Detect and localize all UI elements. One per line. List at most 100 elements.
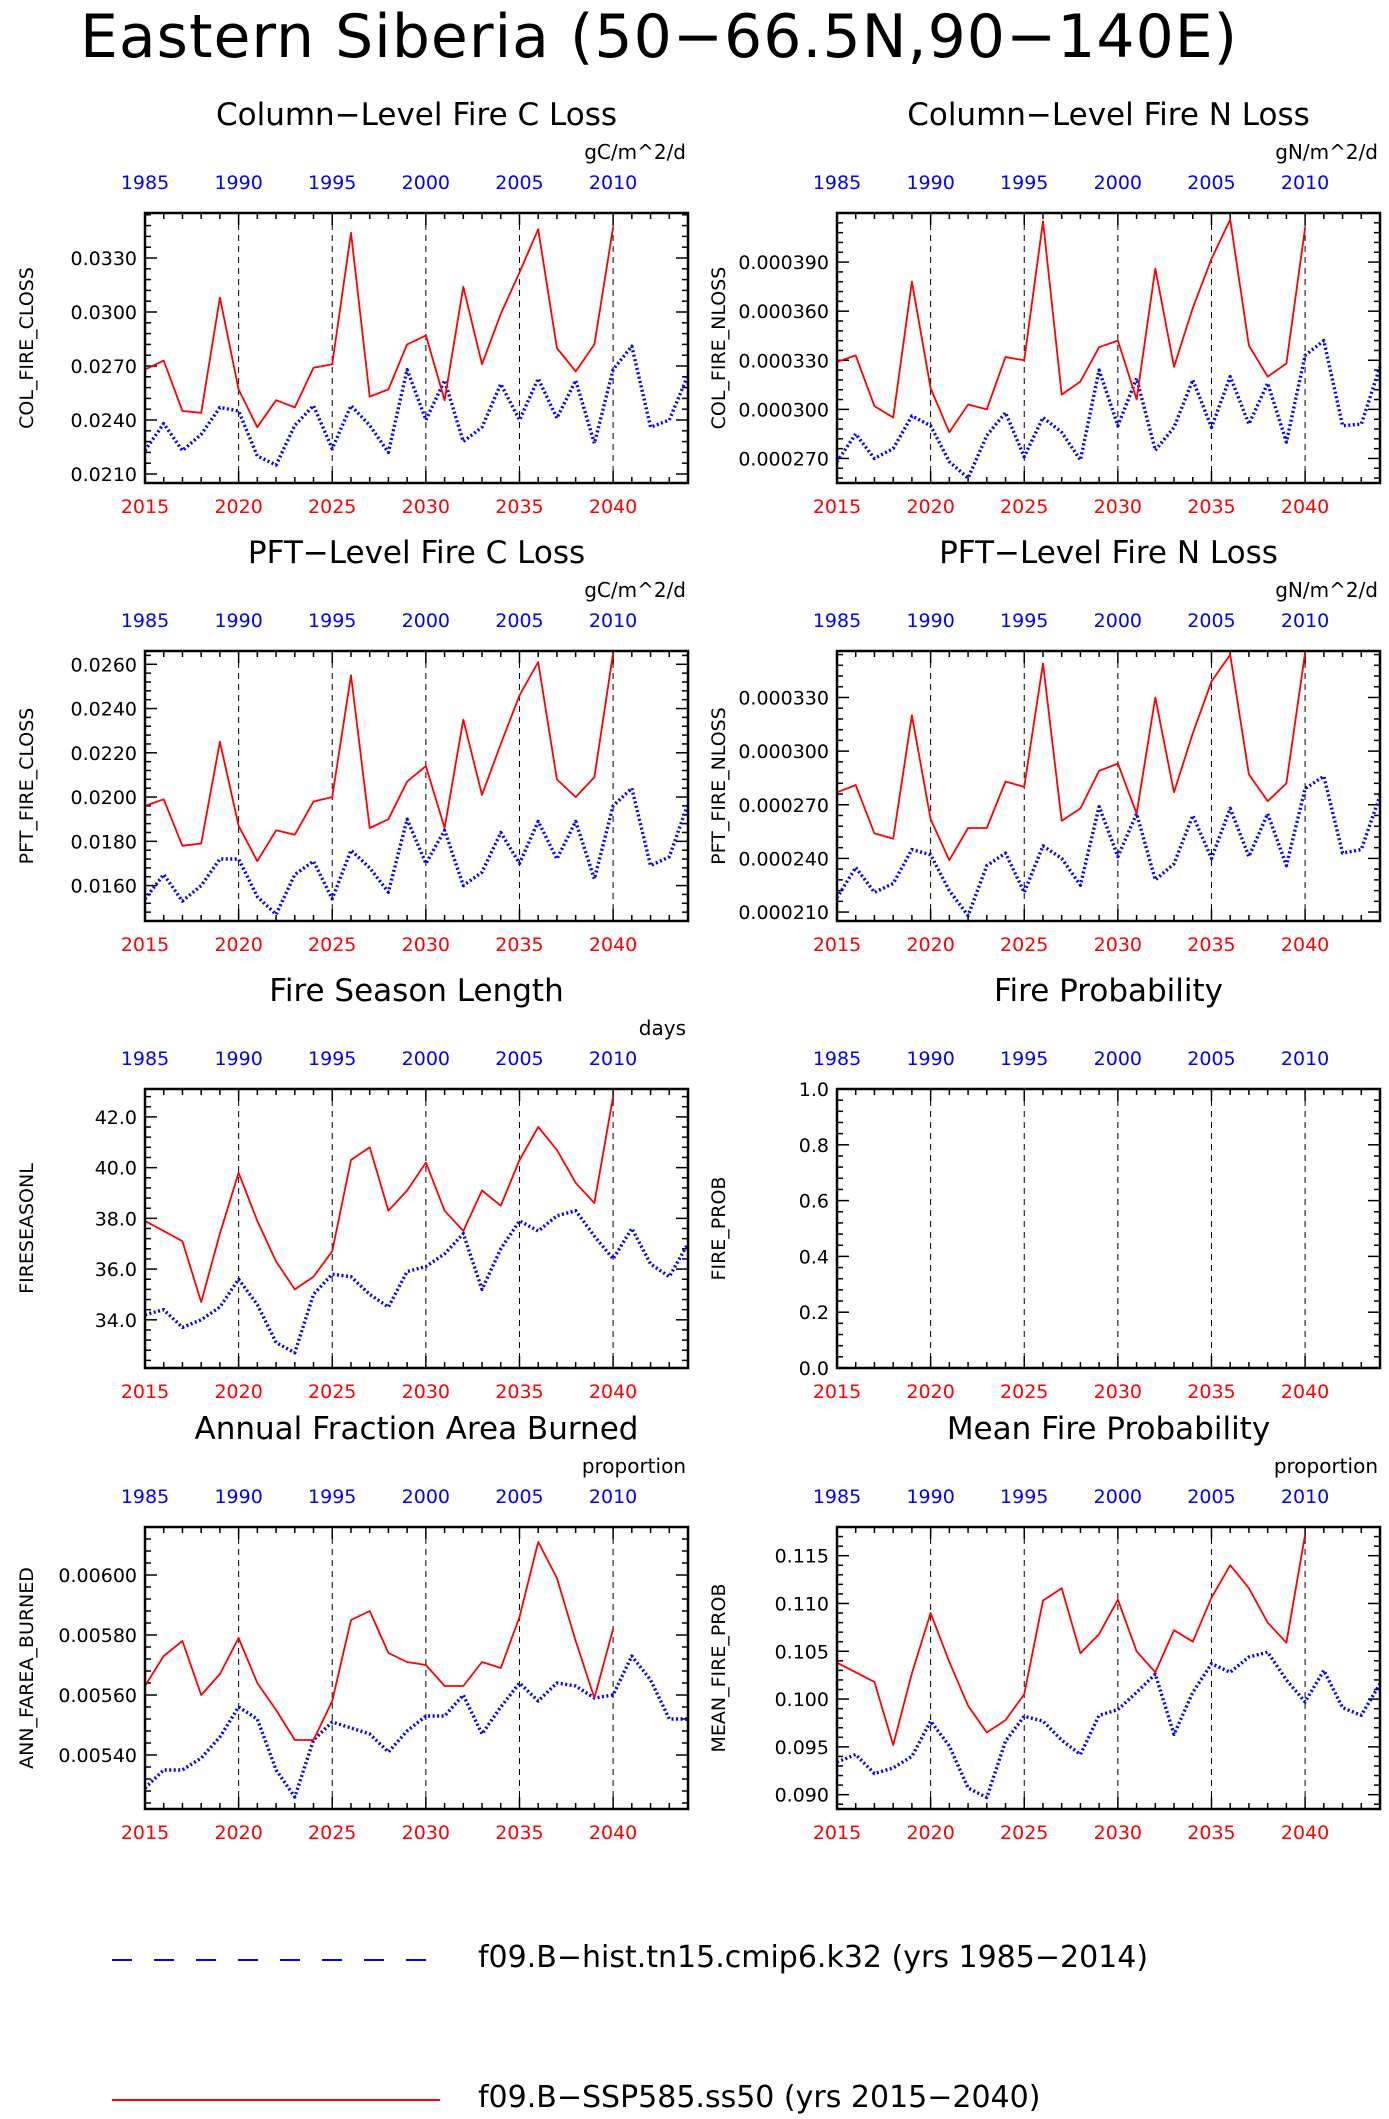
panel-7-title: Annual Fraction Area Burned	[195, 1411, 639, 1447]
panel-6-xlabel-bottom-2020: 2020	[906, 1381, 954, 1403]
panel-2-ylabel-tick: 0.000270	[738, 448, 829, 470]
panel-5-xlabel-bottom-2025: 2025	[308, 1381, 356, 1403]
panel-2-xlabel-top-1990: 1990	[906, 172, 954, 194]
panel-2-xlabel-top-2010: 2010	[1281, 172, 1329, 194]
panel-5-series-ssp	[144, 1096, 614, 1303]
panel-3-frame	[143, 649, 690, 923]
panel-2-xlabel-top-1995: 1995	[1000, 172, 1048, 194]
panel-7-ylabel-tick: 0.00600	[58, 1565, 137, 1587]
panel-4-ylabel-tick: 0.000300	[738, 741, 829, 763]
panel-6-ylabel: FIRE_PROB	[708, 1177, 730, 1281]
panel-3-xlabel-top-1985: 1985	[121, 610, 169, 632]
panel-6-xlabel-top-2000: 2000	[1094, 1048, 1142, 1070]
panel-7-xlabel-bottom-2035: 2035	[495, 1822, 543, 1844]
panel-1-units: gC/m^2/d	[584, 140, 686, 164]
panel-3-xlabel-top-2010: 2010	[589, 610, 637, 632]
panel-3-xlabel-bottom-2015: 2015	[121, 934, 169, 956]
panel-5-frame	[143, 1087, 690, 1370]
panel-8-xlabel-top-1990: 1990	[906, 1486, 954, 1508]
panel-8-ylabel-tick: 0.110	[775, 1593, 829, 1615]
panel-4-xlabel-top-2000: 2000	[1094, 610, 1142, 632]
panel-8-ylabel: MEAN_FIRE_PROB	[708, 1584, 730, 1753]
panel-4-ylabel-tick: 0.000240	[738, 848, 829, 870]
panel-4-ylabel-tick: 0.000210	[738, 902, 829, 924]
panel-4-xlabel-bottom-2015: 2015	[813, 934, 861, 956]
panel-1-xlabel-top-2010: 2010	[589, 172, 637, 194]
panel-7-xlabel-top-1990: 1990	[214, 1486, 262, 1508]
panel-2-xlabel-bottom-2015: 2015	[813, 496, 861, 518]
panel-5-xlabel-top-2000: 2000	[402, 1048, 450, 1070]
panel-6-xlabel-top-1990: 1990	[906, 1048, 954, 1070]
panel-3-xlabel-bottom-2025: 2025	[308, 934, 356, 956]
panel-5-xlabel-top-1985: 1985	[121, 1048, 169, 1070]
legend-hist-label: f09.B−hist.tn15.cmip6.k32 (yrs 1985−2014…	[478, 1940, 1149, 1975]
panel-8-xlabel-top-1995: 1995	[1000, 1486, 1048, 1508]
panel-7-series-hist	[143, 1654, 688, 1799]
panel-5-units: days	[639, 1016, 686, 1040]
panel-8-title: Mean Fire Probability	[947, 1411, 1270, 1447]
panel-5-xlabel-bottom-2015: 2015	[121, 1381, 169, 1403]
panel-2-ylabel-tick: 0.000330	[738, 350, 829, 372]
panel-7-xlabel-top-1995: 1995	[308, 1486, 356, 1508]
panel-4-xlabel-bottom-2025: 2025	[1000, 934, 1048, 956]
panel-3-xlabel-bottom-2030: 2030	[402, 934, 450, 956]
panel-1-xlabel-bottom-2015: 2015	[121, 496, 169, 518]
panel-7-frame	[143, 1525, 690, 1811]
panel-4-xlabel-bottom-2020: 2020	[906, 934, 954, 956]
panel-7-xlabel-bottom-2025: 2025	[308, 1822, 356, 1844]
panel-2-xlabel-bottom-2030: 2030	[1094, 496, 1142, 518]
panel-8-xlabel-bottom-2020: 2020	[906, 1822, 954, 1844]
panel-1-xlabel-bottom-2030: 2030	[402, 496, 450, 518]
panel-3-ylabel-tick: 0.0180	[71, 831, 137, 853]
panel-6-frame	[835, 1087, 1382, 1370]
panel-7-xlabel-bottom-2040: 2040	[589, 1822, 637, 1844]
panel-6-xlabel-bottom-2035: 2035	[1187, 1381, 1235, 1403]
panel-5-xlabel-bottom-2035: 2035	[495, 1381, 543, 1403]
panel-5-ylabel-tick: 34.0	[95, 1310, 137, 1332]
panel-8-xlabel-bottom-2040: 2040	[1281, 1822, 1329, 1844]
panel-2-xlabel-bottom-2040: 2040	[1281, 496, 1329, 518]
panel-1-xlabel-top-2005: 2005	[495, 172, 543, 194]
panel-6-ylabel-tick: 0.6	[799, 1191, 829, 1213]
panel-3-xlabel-top-1995: 1995	[308, 610, 356, 632]
panel-1-ylabel-tick: 0.0240	[71, 410, 137, 432]
panel-2-xlabel-top-2000: 2000	[1094, 172, 1142, 194]
panel-2-xlabel-bottom-2035: 2035	[1187, 496, 1235, 518]
panel-8-xlabel-bottom-2030: 2030	[1094, 1822, 1142, 1844]
panel-2-xlabel-top-2005: 2005	[1187, 172, 1235, 194]
panel-3-series-hist	[143, 786, 690, 917]
panel-1-series-hist	[143, 344, 690, 467]
panel-8-frame	[835, 1525, 1382, 1811]
panel-4-series-ssp	[836, 652, 1306, 862]
panel-8-units: proportion	[1274, 1454, 1378, 1478]
panel-5-xlabel-bottom-2030: 2030	[402, 1381, 450, 1403]
panel-1-ylabel-tick: 0.0270	[71, 356, 137, 378]
panel-3-title: PFT−Level Fire C Loss	[248, 535, 585, 571]
panel-5-ylabel-tick: 42.0	[95, 1107, 137, 1129]
panel-1-ylabel-tick: 0.0210	[71, 464, 137, 486]
panel-2-ylabel-tick: 0.000360	[738, 301, 829, 323]
panel-8-series-hist	[836, 1650, 1382, 1800]
panel-3-series-ssp	[144, 653, 614, 863]
panel-7-xlabel-top-2000: 2000	[402, 1486, 450, 1508]
panel-2-xlabel-bottom-2020: 2020	[906, 496, 954, 518]
panel-2-frame	[835, 211, 1382, 485]
panel-2-title: Column−Level Fire N Loss	[907, 97, 1310, 133]
panel-3-xlabel-bottom-2040: 2040	[589, 934, 637, 956]
panel-5-ylabel: FIRESEASONL	[16, 1163, 38, 1294]
panel-5-xlabel-top-1990: 1990	[214, 1048, 262, 1070]
panel-1-ylabel-tick: 0.0300	[71, 302, 137, 324]
panel-2-ylabel-tick: 0.000390	[738, 252, 829, 274]
panel-2-ylabel: COL_FIRE_NLOSS	[708, 267, 730, 430]
panel-7-xlabel-bottom-2020: 2020	[214, 1822, 262, 1844]
panel-6-ylabel-tick: 0.8	[799, 1135, 829, 1157]
panel-7-units: proportion	[582, 1454, 686, 1478]
panel-2-series-hist	[835, 338, 1382, 480]
panel-6-xlabel-top-2005: 2005	[1187, 1048, 1235, 1070]
panel-4-frame	[835, 649, 1382, 923]
panel-1-xlabel-top-2000: 2000	[402, 172, 450, 194]
panel-8-xlabel-top-2000: 2000	[1094, 1486, 1142, 1508]
panel-7-ylabel-tick: 0.00580	[58, 1625, 137, 1647]
panel-5-xlabel-top-1995: 1995	[308, 1048, 356, 1070]
